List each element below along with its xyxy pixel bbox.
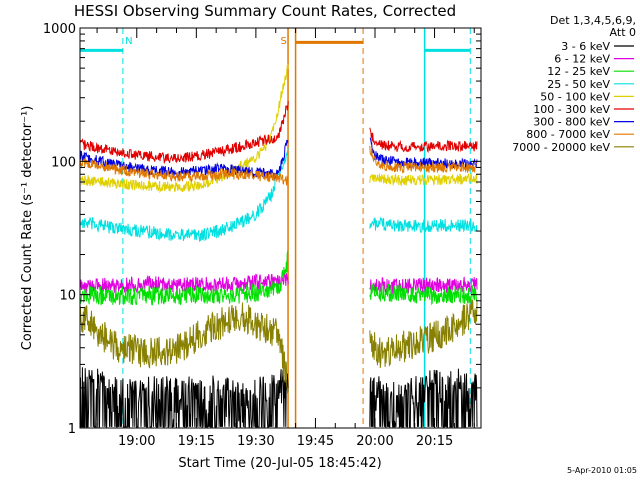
chart-title: HESSI Observing Summary Count Rates, Cor… [74,2,456,20]
x-tick-label: 20:15 [416,434,453,449]
series-line [79,101,289,165]
x-tick-label: 19:30 [237,434,274,449]
series-line [369,283,478,306]
legend-header: Att 0 [610,26,636,39]
y-axis-label: Corrected Count Rate (s⁻¹ detector⁻¹) [20,106,35,351]
series-line [369,145,478,174]
legend-entry-label: 12 - 25 keV [547,65,610,78]
x-tick-label: 19:45 [297,434,334,449]
x-tick-label: 19:00 [118,434,155,449]
series-line [79,302,289,394]
y-tick-label: 100 [51,155,76,170]
legend-entry-label: 100 - 300 keV [533,103,610,116]
series-line [79,367,289,428]
legend-entry-label: 25 - 50 keV [547,78,610,91]
y-tick-label: 10 [59,289,76,304]
series-group [79,63,478,428]
legend-entry-label: 800 - 7000 keV [526,128,610,141]
legend-entry-label: 6 - 12 keV [554,53,610,66]
series-line [369,172,478,187]
series-line [79,147,289,243]
annotation-label: S [280,36,286,47]
y-tick-label: 1000 [43,22,76,37]
x-axis-label: Start Time (20-Jul-05 18:45:42) [178,456,381,471]
legend-entry-label: 3 - 6 keV [561,40,610,53]
legend-header: Det 1,3,4,5,6,9, [550,14,636,27]
y-axis: 1 10 100 1000 [43,22,481,437]
series-line [79,249,289,306]
x-tick-label: 20:00 [356,434,393,449]
series-line [369,299,478,368]
footer-date: 5-Apr-2010 01:05 [567,466,637,475]
x-axis: 19:00 19:15 19:30 19:45 20:00 20:15 [96,28,475,449]
plot-frame [79,27,482,429]
series-line [369,368,478,428]
series-line [79,158,289,186]
series-line [369,127,478,154]
x-tick-label: 19:15 [178,434,215,449]
annotation-label: N [125,36,132,47]
y-tick-label: 1 [68,422,76,437]
series-line [79,63,289,194]
legend-entry-label: 300 - 800 keV [533,116,610,129]
legend-entry-label: 7000 - 20000 keV [512,141,610,154]
series-line [369,216,478,233]
legend-entry-label: 50 - 100 keV [540,90,610,103]
